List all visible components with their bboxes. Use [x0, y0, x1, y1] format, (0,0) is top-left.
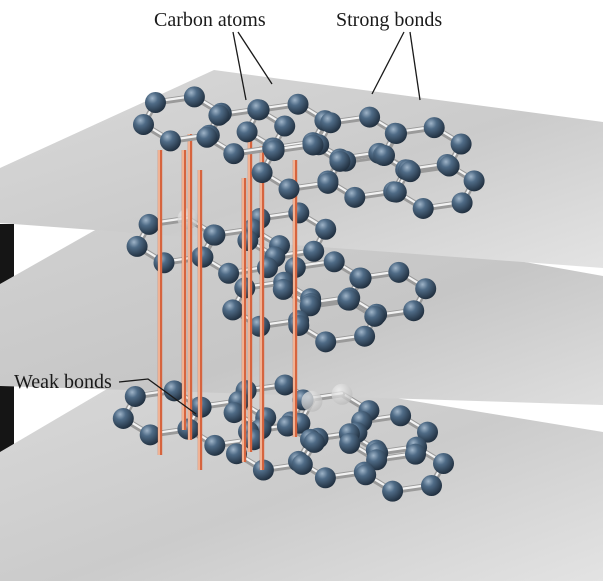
carbon-atom	[423, 117, 445, 139]
carbon-atom	[288, 202, 310, 224]
carbon-atom	[405, 443, 427, 465]
weak-bond	[181, 150, 187, 430]
carbon-atom	[320, 112, 342, 134]
carbon-atom	[354, 325, 376, 347]
carbon-atom	[208, 104, 230, 126]
carbon-atom	[132, 114, 154, 136]
carbon-atom	[344, 186, 366, 208]
carbon-atom	[317, 172, 339, 194]
carbon-atom	[329, 150, 351, 172]
carbon-atom	[225, 443, 247, 465]
carbon-atom	[433, 453, 455, 475]
carbon-atom	[139, 424, 161, 446]
carbon-atom	[421, 475, 443, 497]
carbon-atom	[124, 385, 146, 407]
carbon-atoms-label: Carbon atoms	[154, 9, 266, 31]
carbon-atom	[301, 390, 323, 412]
carbon-atom	[223, 143, 245, 165]
carbon-atom	[112, 407, 134, 429]
carbon-atom	[192, 246, 214, 268]
carbon-atom	[331, 383, 353, 405]
carbon-atom	[386, 122, 408, 144]
carbon-atom	[144, 92, 166, 114]
weak-bond	[157, 150, 163, 455]
carbon-atom	[315, 331, 337, 353]
carbon-atom	[415, 278, 437, 300]
carbon-atom	[223, 402, 245, 424]
carbon-atom	[374, 144, 396, 166]
carbon-atom	[126, 235, 148, 257]
carbon-atom	[359, 106, 381, 128]
carbon-atom	[288, 314, 310, 336]
weak-bond	[292, 160, 298, 437]
carbon-atom	[314, 467, 336, 489]
carbon-atom	[412, 197, 434, 219]
carbon-atom	[323, 251, 345, 273]
strong-bonds-label: Strong bonds	[336, 9, 442, 31]
carbon-atom	[299, 295, 321, 317]
carbon-atom	[450, 133, 472, 155]
carbon-atom	[451, 192, 473, 214]
carbon-atom	[263, 140, 285, 162]
carbon-atom	[236, 121, 258, 143]
weak-bonds-label: Weak bonds	[14, 371, 112, 393]
carbon-atom	[138, 213, 160, 235]
carbon-atom	[251, 162, 273, 184]
carbon-atom	[339, 432, 361, 454]
carbon-atom	[350, 267, 372, 289]
carbon-atom	[287, 93, 309, 115]
carbon-atom	[204, 224, 226, 246]
weak-bonds-group	[157, 130, 298, 470]
carbon-atom	[163, 380, 185, 402]
carbon-atom	[276, 415, 298, 437]
carbon-atom	[274, 115, 296, 137]
carbon-atom	[385, 181, 407, 203]
carbon-atom	[315, 218, 337, 240]
carbon-atom	[303, 431, 325, 453]
carbon-atom	[248, 99, 270, 121]
label-leaders	[118, 31, 421, 415]
carbon-atom	[252, 459, 274, 481]
carbon-atom	[338, 289, 360, 311]
weak-bond	[187, 134, 193, 440]
carbon-atom	[153, 252, 175, 274]
carbon-atom	[355, 464, 377, 486]
carbon-atom	[183, 86, 205, 108]
carbon-atom	[204, 434, 226, 456]
carbon-atom	[463, 170, 485, 192]
carbon-atom	[159, 130, 181, 152]
weak-bond	[197, 170, 203, 470]
carbon-atom	[278, 178, 300, 200]
top-layer	[132, 86, 485, 219]
carbon-atom	[303, 240, 325, 262]
carbon-atom	[272, 278, 294, 300]
weak-bond	[241, 178, 247, 462]
carbon-atom	[417, 421, 439, 443]
weak-bond	[259, 146, 265, 470]
carbon-atom	[291, 453, 313, 475]
carbon-atom	[196, 126, 218, 148]
carbon-atom	[390, 405, 412, 427]
carbon-atom	[382, 480, 404, 502]
carbon-atom	[222, 299, 244, 321]
carbon-atom	[438, 155, 460, 177]
carbon-atom	[274, 374, 296, 396]
carbon-atom	[403, 300, 425, 322]
carbon-atom	[399, 161, 421, 183]
carbon-atom	[388, 261, 410, 283]
carbon-atom	[364, 305, 386, 327]
carbon-atom	[218, 262, 240, 284]
weak-bond	[247, 130, 253, 452]
carbon-atom	[249, 315, 271, 337]
carbon-atom	[302, 134, 324, 156]
